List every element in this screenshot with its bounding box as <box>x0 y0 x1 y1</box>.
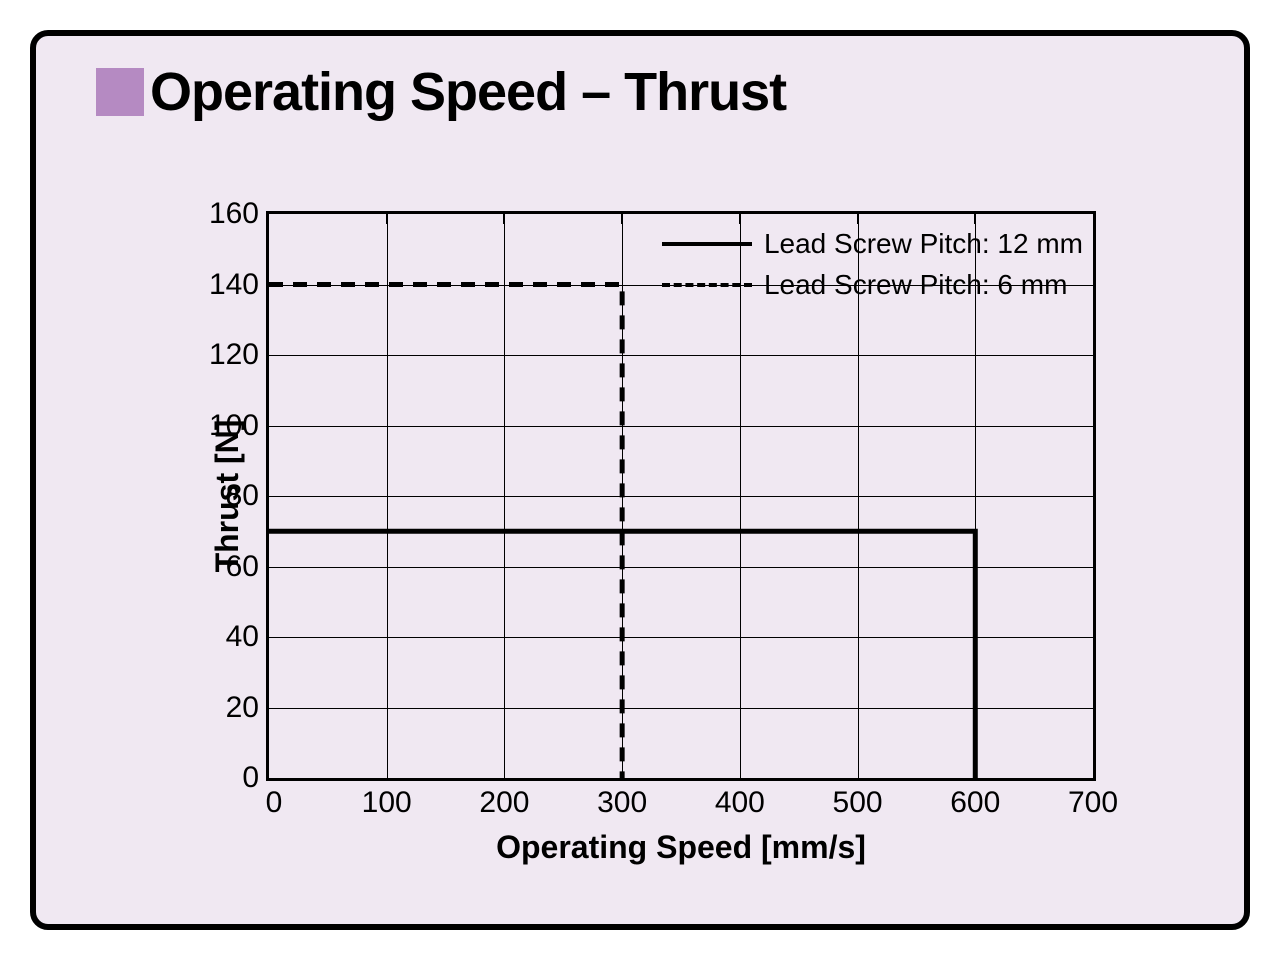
y-tick-label: 0 <box>242 761 259 795</box>
x-tick-label: 600 <box>950 786 1000 820</box>
chart-frame: Operating Speed – Thrust Lead Screw Pitc… <box>30 30 1250 930</box>
x-tick-label: 100 <box>362 786 412 820</box>
y-tick-label: 20 <box>226 691 259 725</box>
y-tick-label: 160 <box>209 197 259 231</box>
x-tick-label: 200 <box>479 786 529 820</box>
title-bullet-icon <box>96 68 144 116</box>
x-tick-label: 700 <box>1068 786 1118 820</box>
y-tick-label: 120 <box>209 338 259 372</box>
plot-area: Lead Screw Pitch: 12 mmLead Screw Pitch:… <box>266 211 1096 781</box>
chart-title-row: Operating Speed – Thrust <box>96 61 1244 123</box>
y-tick-label: 40 <box>226 620 259 654</box>
x-axis-label: Operating Speed [mm/s] <box>496 829 866 866</box>
y-tick-label: 140 <box>209 268 259 302</box>
x-tick-label: 300 <box>597 786 647 820</box>
chart-title: Operating Speed – Thrust <box>150 61 786 123</box>
plot-box: Lead Screw Pitch: 12 mmLead Screw Pitch:… <box>266 211 1096 781</box>
x-tick-label: 500 <box>833 786 883 820</box>
y-axis-label: Thrust [N] <box>209 420 246 573</box>
x-tick-label: 0 <box>266 786 283 820</box>
x-tick-label: 400 <box>715 786 765 820</box>
series-svg <box>269 214 1093 778</box>
